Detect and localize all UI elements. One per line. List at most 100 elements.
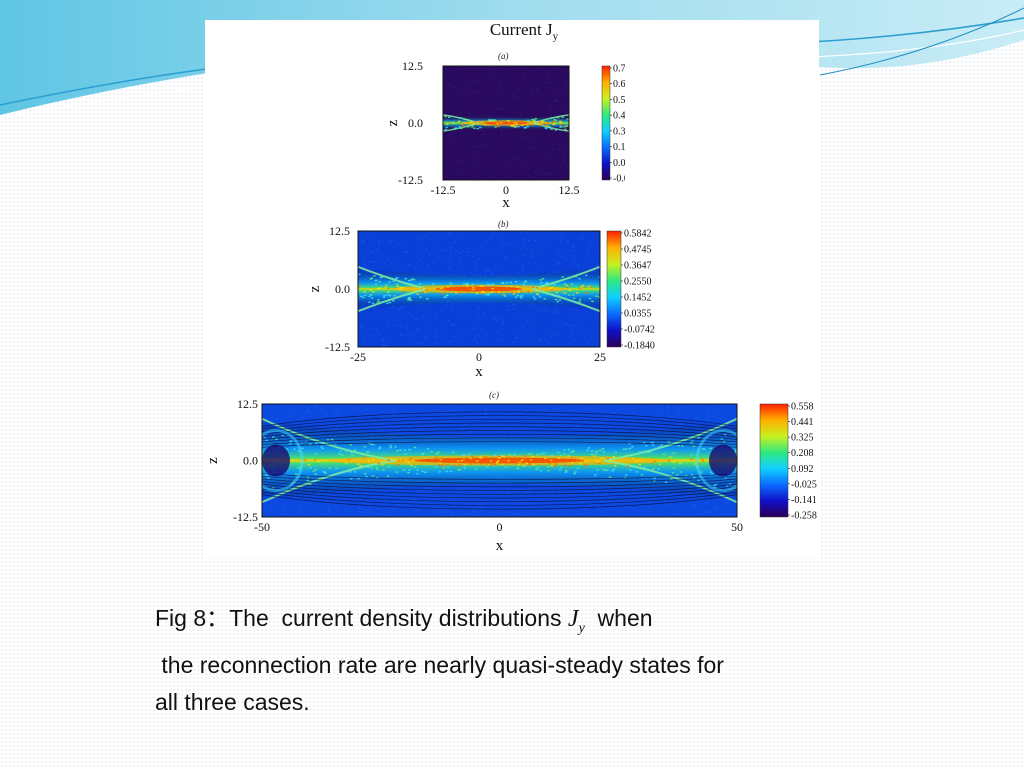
field-line	[262, 411, 737, 427]
field-line	[262, 437, 737, 446]
x-tick-label: -50	[254, 520, 270, 534]
end-island-ring	[262, 429, 304, 492]
colorbar-tick-label: 0.2550	[624, 277, 652, 288]
end-island-ring	[695, 429, 737, 492]
figure-title: Current Jy	[489, 20, 559, 43]
panel-label-c: (c)	[489, 390, 499, 400]
y-axis-label: z	[385, 119, 401, 126]
y-tick-label: -12.5	[398, 173, 423, 187]
y-tick-label: 0.0	[408, 116, 423, 130]
sheet-arm	[531, 288, 600, 313]
chart-a: 12.5 0.0 -12.5 -12.5 0 12.5 x z 0.792 0.670 0.547 0…	[385, 60, 625, 211]
y-tick-label: 0.0	[243, 454, 258, 468]
plot-frame	[357, 230, 601, 348]
sheet-arm	[262, 459, 396, 504]
plot-frame	[442, 65, 570, 181]
colorbar-tick-label: 0.670	[613, 79, 625, 90]
caption-line-2: the reconnection rate are nearly quasi-s…	[155, 651, 724, 678]
colorbar-tick-label: 0.208	[791, 448, 814, 459]
sheet-arm	[358, 288, 427, 313]
colorbar-tick-label: 0.441	[791, 417, 814, 428]
x-tick-label: -25	[350, 350, 366, 364]
field-line	[262, 473, 737, 480]
x-axis-label: x	[496, 538, 504, 554]
colorbar	[606, 230, 622, 348]
x-tick-label: 0	[497, 520, 503, 534]
colorbar-tick-label: -0.0742	[624, 325, 655, 336]
colorbar-tick-label: -0.025	[791, 479, 817, 490]
colorbar-tick-label: -0.258	[791, 511, 817, 522]
heatmap-1	[358, 231, 600, 347]
plot-frame	[261, 403, 738, 518]
end-island	[262, 444, 290, 477]
colorbar-tick-label: -0.1840	[624, 341, 655, 352]
chart-b: 12.5 0.0 -12.5-25 0 25 x z 0.5842 0.4745 0.3647 0.…	[307, 226, 655, 380]
y-tick-label: -12.5	[233, 510, 258, 524]
y-axis-label: z	[205, 457, 221, 464]
field-line	[262, 478, 737, 488]
field-line	[262, 481, 737, 491]
x-axis-label: x	[502, 195, 510, 211]
x-tick-label: 12.5	[559, 183, 580, 197]
figure-panel: Current Jy (a) (b) (c) 12.5 0.0 -12.5 -12.5…	[205, 20, 819, 558]
caption-line-3: all three cases.	[155, 688, 310, 715]
colorbar	[759, 403, 789, 518]
field-line	[262, 475, 737, 484]
x-tick-label: 25	[594, 350, 606, 364]
colorbar-tick-label: 0.4745	[624, 245, 652, 256]
colorbar-tick-label: -0.067	[613, 174, 625, 185]
end-island	[709, 444, 737, 477]
y-tick-label: 12.5	[237, 398, 258, 411]
figure-caption: Fig 8：The current density distributions …	[155, 600, 875, 721]
x-axis-label: x	[475, 364, 483, 380]
field-line	[262, 430, 737, 440]
field-line	[262, 426, 737, 438]
jy-symbol: Jy	[567, 606, 585, 636]
sheet-peak	[414, 457, 585, 464]
colorbar-tick-label: 0.0355	[624, 309, 652, 320]
heatmap-2	[262, 404, 737, 517]
panel-label-b: (b)	[498, 219, 509, 229]
x-tick-label: -12.5	[431, 183, 456, 197]
field-line	[262, 494, 737, 510]
sheet-arm	[262, 417, 396, 462]
field-line	[262, 441, 737, 448]
sheet-arm	[533, 122, 569, 132]
field-line	[262, 415, 737, 430]
y-tick-label: 12.5	[329, 226, 350, 238]
x-tick-label: 0	[503, 183, 509, 197]
field-line	[262, 483, 737, 495]
colorbar-tick-label: 0.792	[613, 64, 625, 75]
x-tick-label: 50	[731, 520, 743, 534]
sheet-arm	[603, 417, 737, 462]
colorbar-tick-label: 0.3647	[624, 261, 652, 272]
colorbar-tick-label: 0.092	[791, 464, 814, 475]
colorbar-tick-label: -0.141	[791, 495, 817, 506]
field-line	[262, 433, 737, 443]
caption-text-1a: Fig 8：The current density distributions	[155, 605, 568, 631]
heatmap-0	[443, 66, 569, 180]
field-line	[262, 489, 737, 503]
field-line	[262, 491, 737, 506]
colorbar-tick-label: 0.547	[613, 95, 625, 106]
y-tick-label: 0.0	[335, 282, 350, 296]
colorbar-tick-label: 0.1452	[624, 293, 652, 304]
colorbar-tick-label: 0.5842	[624, 229, 652, 240]
field-line	[262, 486, 737, 499]
colorbar-tick-label: 0.558	[791, 402, 814, 413]
field-line	[262, 418, 737, 432]
caption-text-1b: when	[584, 605, 653, 631]
chart-c: 12.5 0.0 -12.5-50 0 50 x z 0.558 0.441 0.325 0.208…	[205, 398, 817, 554]
field-line	[262, 422, 737, 435]
caption-line-1: Fig 8：The current density distributions …	[155, 600, 875, 647]
x-tick-label: 0	[476, 350, 482, 364]
colorbar-tick-label: 0.325	[791, 433, 814, 444]
sheet-peak	[435, 286, 523, 292]
panel-label-a: (a)	[498, 51, 509, 61]
colorbar	[601, 65, 611, 181]
y-tick-label: -12.5	[325, 340, 350, 354]
sheet-arm	[603, 459, 737, 504]
y-axis-label: z	[307, 285, 323, 292]
sheet-arm	[531, 265, 600, 290]
colorbar-tick-label: 0.424	[613, 111, 625, 122]
